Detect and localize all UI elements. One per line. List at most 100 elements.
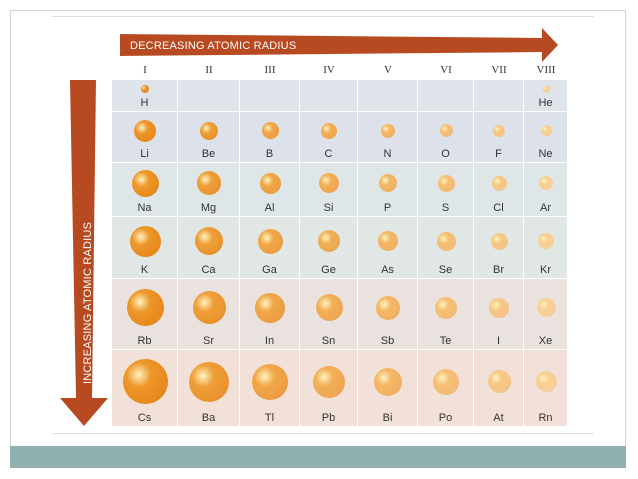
element-symbol: Ga	[262, 264, 277, 276]
element-symbol: Li	[140, 148, 149, 160]
atom-in	[255, 292, 285, 323]
element-symbol: Mg	[200, 202, 217, 214]
atom-ga	[257, 228, 283, 254]
table-cell: Te	[418, 279, 474, 350]
table-cell: Ge	[300, 217, 358, 279]
element-symbol: Ca	[201, 264, 216, 276]
element-symbol: C	[324, 148, 333, 160]
atom-ge	[318, 230, 340, 252]
table-cell: Sb	[358, 279, 418, 350]
element-symbol: As	[381, 264, 394, 276]
atom-ca	[195, 227, 223, 255]
atom-s	[437, 174, 455, 192]
atom-ne	[540, 125, 552, 136]
table-cell: Xe	[524, 279, 568, 350]
table-cell: Na	[112, 163, 178, 217]
table-cell	[358, 80, 418, 112]
atom-sn	[315, 294, 343, 321]
element-symbol: Se	[438, 264, 453, 276]
table-cell: Be	[178, 112, 240, 163]
element-symbol: Pb	[321, 412, 336, 424]
atom-h	[141, 85, 149, 93]
table-cell: Sr	[178, 279, 240, 350]
element-symbol: Rb	[137, 335, 152, 347]
atom-al	[259, 172, 281, 194]
table-cell: Se	[418, 217, 474, 279]
table-cell: Cl	[474, 163, 524, 217]
table-cell	[178, 80, 240, 112]
atom-li	[134, 119, 156, 142]
element-symbol: Br	[493, 264, 504, 276]
element-symbol: Cs	[137, 412, 152, 424]
element-symbol: Po	[438, 412, 453, 424]
table-cell: Rb	[112, 279, 178, 350]
element-symbol: Ar	[540, 202, 551, 214]
atom-ar	[539, 176, 553, 190]
atom-tl	[252, 363, 288, 400]
group-header-VI: VI	[440, 64, 452, 76]
group-header-IV: IV	[323, 64, 335, 76]
vertical-arrow	[60, 80, 108, 426]
horizontal-arrow	[120, 28, 558, 62]
table-cell	[418, 80, 474, 112]
atom-b	[261, 122, 279, 139]
table-cell: K	[112, 217, 178, 279]
table-cell: C	[300, 112, 358, 163]
table-cell: Sn	[300, 279, 358, 350]
table-cell: Br	[474, 217, 524, 279]
element-symbol: O	[441, 148, 450, 160]
horizontal-arrow-label: DECREASING ATOMIC RADIUS	[130, 40, 297, 52]
atom-rb	[126, 289, 164, 326]
table-cell: Ne	[524, 112, 568, 163]
table-cell: Rn	[524, 350, 568, 427]
element-symbol: P	[383, 202, 392, 214]
element-symbol: In	[264, 335, 275, 347]
element-symbol: I	[496, 335, 501, 347]
table-cell: Kr	[524, 217, 568, 279]
group-header-V: V	[384, 64, 392, 76]
element-symbol: Tl	[264, 412, 275, 424]
element-symbol: Kr	[540, 264, 551, 276]
atom-n	[381, 123, 395, 138]
element-symbol: F	[495, 148, 502, 160]
table-cell: Mg	[178, 163, 240, 217]
group-header-VII: VII	[491, 64, 507, 76]
atom-mg	[197, 171, 221, 195]
element-symbol: Ba	[201, 412, 216, 424]
table-cell: Po	[418, 350, 474, 427]
table-cell: H	[112, 80, 178, 112]
top-rule	[52, 16, 594, 17]
atom-he	[542, 85, 550, 93]
element-symbol: S	[441, 202, 450, 214]
group-header-VIII: VIII	[536, 64, 556, 76]
atom-po	[433, 368, 459, 395]
element-symbol: Sr	[203, 335, 214, 347]
atom-kr	[538, 233, 554, 249]
atom-ba	[189, 361, 229, 402]
bottom-rule	[52, 433, 594, 434]
table-cell: Li	[112, 112, 178, 163]
table-cell: Ga	[240, 217, 300, 279]
table-cell: Ar	[524, 163, 568, 217]
table-cell: As	[358, 217, 418, 279]
atom-at	[487, 370, 511, 393]
element-symbol: Al	[264, 202, 275, 214]
table-cell: P	[358, 163, 418, 217]
table-cell: He	[524, 80, 568, 112]
group-header-III: III	[264, 64, 276, 76]
table-cell	[474, 80, 524, 112]
table-cell: Ba	[178, 350, 240, 427]
element-symbol: H	[140, 97, 149, 109]
element-symbol: He	[538, 97, 553, 109]
element-symbol: Bi	[382, 412, 393, 424]
table-cell: Al	[240, 163, 300, 217]
element-symbol: Te	[439, 335, 452, 347]
element-symbol: K	[140, 264, 149, 276]
table-cell: In	[240, 279, 300, 350]
table-cell: B	[240, 112, 300, 163]
element-symbol: Na	[137, 202, 152, 214]
table-cell	[300, 80, 358, 112]
element-symbol: Sb	[380, 335, 395, 347]
table-cell: N	[358, 112, 418, 163]
atom-c	[321, 122, 337, 139]
